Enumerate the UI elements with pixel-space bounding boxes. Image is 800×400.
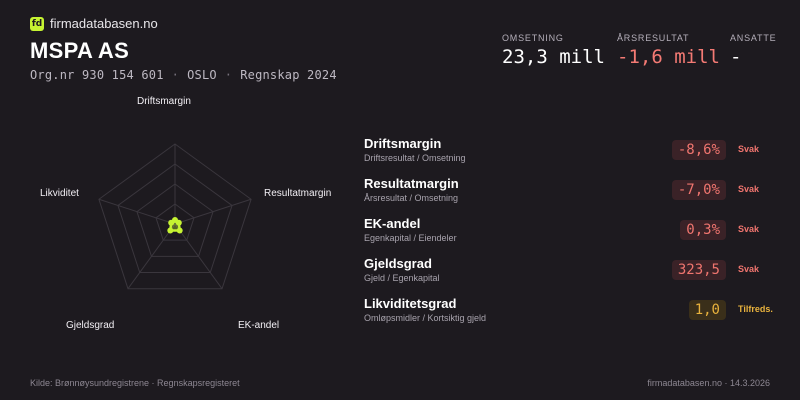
radar-data-point: [175, 219, 182, 226]
metric-formula: Årsresultat / Omsetning: [364, 193, 459, 203]
footer-site-date: firmadatabasen.no · 14.3.2026: [647, 378, 770, 388]
metric-status: Svak: [738, 264, 760, 274]
metric-name: Likviditetsgrad: [364, 296, 457, 311]
metric-name: Gjeldsgrad: [364, 256, 432, 271]
radar-chart: Driftsmargin Resultatmargin EK-andel Gje…: [0, 90, 360, 350]
kpi-label: ÅRSRESULTAT: [617, 33, 690, 43]
radar-grid-ring: [98, 143, 252, 290]
metric-formula: Gjeld / Egenkapital: [364, 273, 440, 283]
brand: fd firmadatabasen.no: [30, 16, 158, 31]
brand-name[interactable]: firmadatabasen.no: [50, 16, 158, 31]
kpi-employees: ANSATTE -: [730, 33, 776, 68]
meta-separator: ·: [224, 68, 233, 82]
metric-value-badge: -8,6%: [671, 140, 726, 160]
radar-axis-line: [127, 223, 176, 290]
org-number: Org.nr 930 154 601: [30, 68, 164, 82]
metric-status: Tilfreds.: [738, 304, 773, 314]
company-meta: Org.nr 930 154 601 · OSLO · Regnskap 2024: [30, 68, 337, 82]
metric-status: Svak: [738, 224, 760, 234]
kpi-value: -1,6 mill: [617, 46, 720, 68]
metric-value-badge: 1,0: [688, 300, 726, 320]
meta-separator: ·: [171, 68, 180, 82]
radar-data-point: [176, 227, 183, 234]
kpi-value: 23,3 mill: [502, 46, 605, 68]
metric-row: Gjeldsgrad Gjeld / Egenkapital 323,5 Sva…: [364, 254, 784, 294]
accounts-year: Regnskap 2024: [240, 68, 337, 82]
radar-grid-ring: [155, 203, 195, 241]
radar-axis-line: [98, 198, 176, 225]
radar-axis-label: EK-andel: [238, 320, 280, 331]
kpi-revenue: OMSETNING 23,3 mill: [502, 33, 605, 68]
radar-axis-label: Gjeldsgrad: [66, 320, 115, 331]
metrics-list: Driftsmargin Driftsresultat / Omsetning …: [364, 134, 784, 334]
metric-value-badge: -7,0%: [671, 180, 726, 200]
radar-axis-label: Driftsmargin: [137, 96, 191, 107]
metric-status: Svak: [738, 144, 760, 154]
brand-logo-icon: fd: [30, 16, 44, 31]
radar-axis-line: [174, 198, 252, 225]
metric-name: EK-andel: [364, 216, 421, 231]
footer-source: Kilde: Brønnøysundregistrene · Regnskaps…: [30, 378, 240, 388]
radar-grid-ring: [136, 183, 214, 257]
metric-formula: Omløpsmidler / Kortsiktig gjeld: [364, 313, 487, 323]
metric-row: Driftsmargin Driftsresultat / Omsetning …: [364, 134, 784, 174]
metric-name: Driftsmargin: [364, 136, 442, 151]
radar-data-point: [168, 219, 175, 226]
metric-value-badge: 323,5: [671, 260, 726, 280]
kpi-label: ANSATTE: [730, 33, 777, 43]
kpi-label: OMSETNING: [502, 33, 564, 43]
metric-formula: Egenkapital / Eiendeler: [364, 233, 457, 243]
company-city: OSLO: [187, 68, 217, 82]
kpi-annual-result: ÅRSRESULTAT -1,6 mill: [617, 33, 720, 68]
radar-axis-line: [174, 223, 223, 290]
radar-svg: [98, 143, 252, 290]
metric-name: Resultatmargin: [364, 176, 459, 191]
radar-axis-label: Likviditet: [40, 188, 79, 199]
radar-data-point: [167, 227, 174, 234]
radar-grid-ring: [117, 163, 233, 274]
metric-row: EK-andel Egenkapital / Eiendeler 0,3% Sv…: [364, 214, 784, 254]
kpi-value: -: [730, 46, 742, 68]
radar-axis-label: Resultatmargin: [264, 188, 332, 199]
metric-row: Likviditetsgrad Omløpsmidler / Kortsikti…: [364, 294, 784, 334]
company-name: MSPA AS: [30, 38, 130, 63]
metric-status: Svak: [738, 184, 760, 194]
metric-value-badge: 0,3%: [680, 220, 726, 240]
metric-row: Resultatmargin Årsresultat / Omsetning -…: [364, 174, 784, 214]
metric-formula: Driftsresultat / Omsetning: [364, 153, 466, 163]
